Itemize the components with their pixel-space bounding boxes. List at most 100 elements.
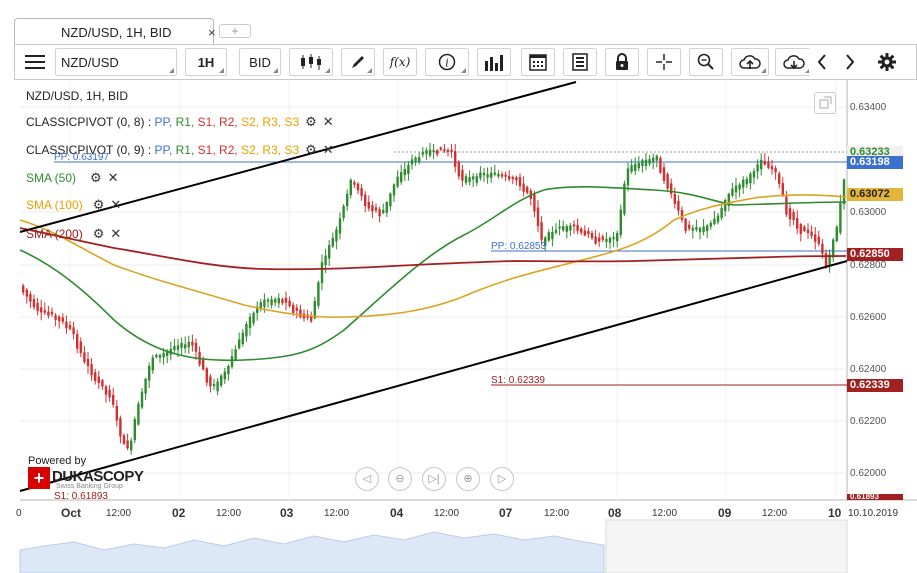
candle-body <box>270 299 273 306</box>
candle-body <box>691 227 694 231</box>
candle-body <box>612 237 615 240</box>
candle-body <box>50 311 54 315</box>
candle-body <box>166 350 169 356</box>
nav-zoom-out-button[interactable]: ⊖ <box>388 467 412 491</box>
settings-button[interactable] <box>873 48 901 76</box>
add-tab-button[interactable]: + <box>219 24 251 38</box>
candles <box>22 142 846 455</box>
legend-pivot-1: CLASSICPIVOT (0, 8) : PP, R1, S1, R2, S2… <box>26 114 334 130</box>
time-axis-label: 12:00 <box>106 508 132 519</box>
gear-icon[interactable]: ⚙ <box>92 197 105 212</box>
sma50-label: SMA (50) <box>26 171 77 185</box>
nav-scroll-right-button[interactable]: ▷ <box>490 467 514 491</box>
time-axis-label: 12:00 <box>544 508 570 519</box>
side-select[interactable]: BID <box>239 48 281 76</box>
candle-body <box>284 297 288 303</box>
chart-canvas[interactable] <box>14 80 917 573</box>
download-button[interactable] <box>775 48 813 76</box>
indicators-button[interactable]: f(x) <box>383 48 417 76</box>
gear-icon[interactable]: ⚙ <box>305 114 317 129</box>
candle-body <box>259 302 262 310</box>
candle-body <box>752 171 756 178</box>
chart-type-button[interactable] <box>289 48 333 76</box>
scroll-right-button[interactable] <box>837 48 863 76</box>
close-icon[interactable]: ✕ <box>110 226 122 241</box>
close-icon[interactable]: ✕ <box>110 197 122 212</box>
calendar-button[interactable] <box>521 48 555 76</box>
candle-body <box>133 419 136 441</box>
close-icon[interactable]: ✕ <box>107 170 119 185</box>
candle-body <box>511 177 514 180</box>
price-chart[interactable]: NZD/USD, 1H, BID CLASSICPIVOT (0, 8) : P… <box>14 80 917 573</box>
candle-body <box>443 149 446 152</box>
candle-body <box>338 218 342 234</box>
nav-zoom-in-button[interactable]: ⊕ <box>456 467 480 491</box>
candle-body <box>230 356 234 368</box>
candle-body <box>702 226 705 232</box>
candle-body <box>515 177 518 181</box>
candle-body <box>22 285 25 293</box>
chart-tab[interactable]: NZD/USD, 1H, BID × <box>14 18 216 44</box>
candle-body <box>425 150 428 154</box>
candle-body <box>97 376 100 384</box>
draw-tool-button[interactable] <box>341 48 375 76</box>
candle-body <box>680 210 684 220</box>
candle-body <box>713 218 716 225</box>
price-tag-sma200: 0.62850 <box>847 248 903 261</box>
candle-body <box>475 176 478 183</box>
close-icon[interactable]: ✕ <box>322 142 334 157</box>
dropdown-corner-icon <box>219 68 224 73</box>
candle-body <box>115 405 118 421</box>
candle-body <box>630 165 633 172</box>
candle-body <box>767 161 770 168</box>
candle-body <box>266 299 270 302</box>
legend-sma100: SMA (100) ⚙ ✕ <box>26 197 121 213</box>
zoom-button[interactable] <box>689 48 723 76</box>
gear-icon[interactable]: ⚙ <box>305 142 317 157</box>
maximize-button[interactable] <box>814 92 836 114</box>
candle-body <box>533 194 536 212</box>
candle-body <box>457 162 460 177</box>
lock-icon <box>616 53 628 70</box>
volume-button[interactable] <box>477 48 511 76</box>
gear-icon[interactable]: ⚙ <box>92 226 105 241</box>
scroll-left-button[interactable] <box>809 48 835 76</box>
pivot-s2: S2, <box>241 143 260 157</box>
candle-body <box>673 193 676 205</box>
gear-icon[interactable]: ⚙ <box>90 170 102 185</box>
dukascopy-logo: + DUKASCOPY Swiss Banking Group <box>28 467 148 493</box>
candle-body <box>256 306 259 313</box>
navigator-window[interactable] <box>605 519 848 573</box>
candle-body <box>576 225 579 231</box>
pivot-1-name: CLASSICPIVOT (0, 8) <box>26 115 145 129</box>
info-button[interactable]: i <box>425 48 469 76</box>
time-axis-label: 09 <box>718 506 732 520</box>
template-button[interactable] <box>563 48 597 76</box>
instrument-select[interactable]: NZD/USD <box>55 48 177 76</box>
upload-button[interactable] <box>731 48 769 76</box>
crosshair-icon <box>656 54 672 70</box>
price-axis-label: 0.62000 <box>850 468 887 479</box>
candle-body <box>760 159 763 170</box>
candle-body <box>817 236 820 244</box>
nav-scroll-left-button[interactable]: ◁ <box>355 467 379 491</box>
candle-body <box>594 236 597 244</box>
tab-close-icon[interactable]: × <box>208 25 216 40</box>
candle-body <box>788 208 792 220</box>
nav-reset-button[interactable]: ▷| <box>422 467 446 491</box>
crosshair-button[interactable] <box>647 48 681 76</box>
candle-body <box>360 188 363 197</box>
navigator-area[interactable] <box>19 531 605 573</box>
legend-title: NZD/USD, 1H, BID <box>26 89 129 103</box>
menu-icon[interactable] <box>19 48 51 76</box>
candle-body <box>634 163 637 171</box>
period-select[interactable]: 1H <box>185 48 227 76</box>
lock-button[interactable] <box>605 48 639 76</box>
side-value: BID <box>249 54 271 70</box>
close-icon[interactable]: ✕ <box>322 114 334 129</box>
candle-body <box>418 157 421 162</box>
candle-body <box>605 238 608 242</box>
candle-body <box>227 365 230 375</box>
candle-body <box>832 239 835 258</box>
